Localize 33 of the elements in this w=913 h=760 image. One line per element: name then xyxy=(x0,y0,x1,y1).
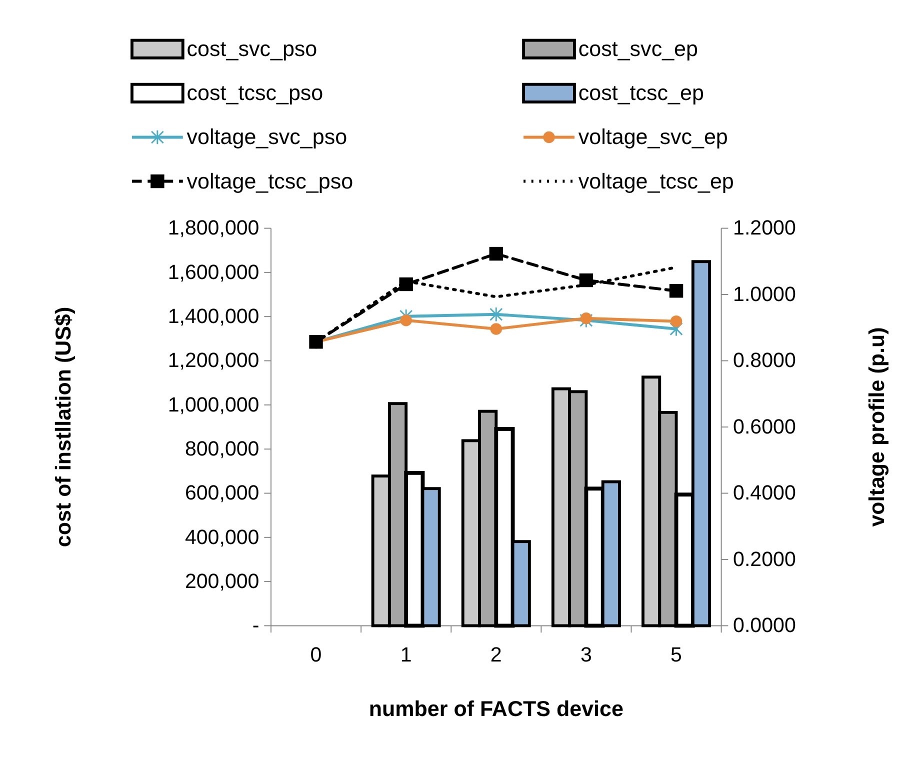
legend-label: voltage_tcsc_ep xyxy=(578,169,734,194)
x-tick-label: 1 xyxy=(400,644,412,667)
y2-tick-label: 1.0000 xyxy=(733,283,796,306)
y-tick-label: 1,400,000 xyxy=(168,305,260,328)
y2-tick-label: 0.4000 xyxy=(733,482,796,505)
legend-label: cost_tcsc_ep xyxy=(578,81,704,106)
y-tick-label: 1,600,000 xyxy=(168,260,260,284)
legend-label: cost_tcsc_pso xyxy=(186,81,324,106)
y-tick-label: - xyxy=(252,614,260,638)
y-axis-title: cost of instllation (US$) xyxy=(51,306,76,548)
x-tick-label: 2 xyxy=(490,644,502,667)
y-tick-label: 400,000 xyxy=(184,526,260,549)
y2-tick-label: 0.6000 xyxy=(733,415,796,438)
legend-label: voltage_svc_pso xyxy=(186,125,348,150)
y2-tick-label: 0.2000 xyxy=(733,548,796,571)
x-tick-label: 3 xyxy=(580,644,592,667)
y2-tick-label: 1.2000 xyxy=(733,216,796,240)
x-tick-label: 5 xyxy=(670,644,682,667)
y-tick-label: 800,000 xyxy=(184,438,260,461)
y-tick-label: 1,200,000 xyxy=(168,349,260,372)
x-axis-title: number of FACTS device xyxy=(368,696,624,721)
legend-label: cost_svc_ep xyxy=(578,37,698,62)
y2-tick-label: 0.0000 xyxy=(733,614,796,638)
legend-label: voltage_svc_ep xyxy=(578,125,728,150)
y2-axis-title: voltage profile (p.u) xyxy=(864,327,889,527)
y2-tick-label: 0.8000 xyxy=(733,349,796,372)
y-tick-label: 200,000 xyxy=(184,570,260,594)
legend-label: voltage_tcsc_pso xyxy=(186,169,354,194)
y-tick-label: 1,800,000 xyxy=(168,216,260,240)
y-tick-label: 1,000,000 xyxy=(168,393,260,416)
y-tick-label: 600,000 xyxy=(184,482,260,505)
x-tick-label: 0 xyxy=(310,644,322,667)
legend-label: cost_svc_pso xyxy=(186,37,318,62)
